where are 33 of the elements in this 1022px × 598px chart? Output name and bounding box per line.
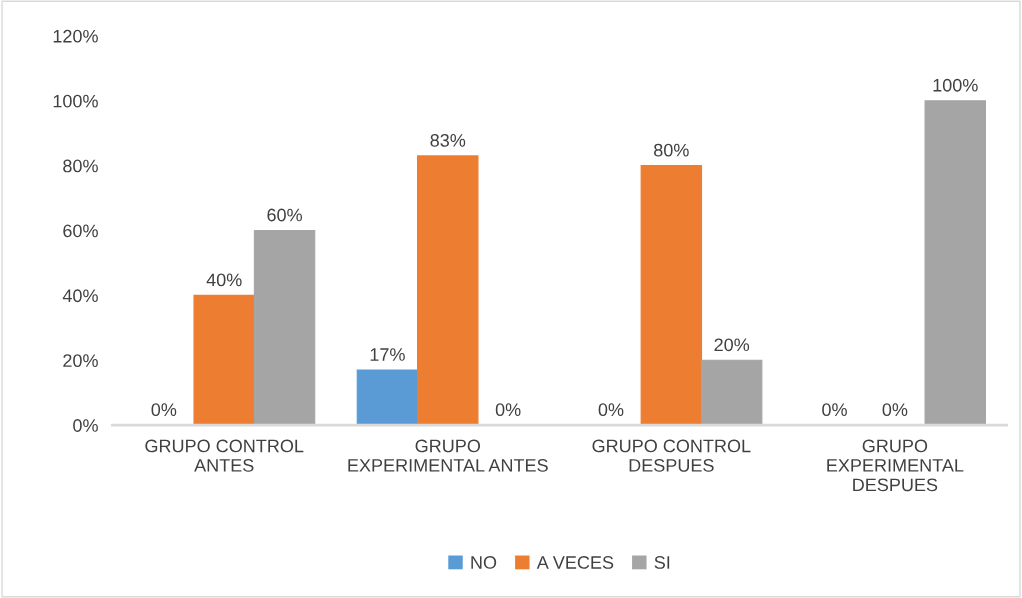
legend-label: SI: [654, 556, 670, 569]
bar: [417, 155, 479, 426]
y-tick-label: 40%: [62, 289, 98, 303]
data-label: 60%: [267, 208, 302, 222]
data-label: 0%: [495, 403, 521, 417]
x-tick-label: GRUPO CONTROL DESPUES: [592, 439, 751, 472]
data-label: 0%: [822, 403, 847, 417]
data-label: 80%: [654, 143, 689, 157]
x-tick-label: GRUPO CONTROL ANTES: [145, 439, 304, 472]
bar: [193, 294, 255, 426]
data-label: 0%: [598, 403, 624, 417]
x-tick-label: GRUPO EXPERIMENTAL ANTES: [348, 439, 548, 472]
bar: [924, 100, 986, 426]
data-label: 100%: [933, 78, 978, 92]
x-tick-label: GRUPO EXPERIMENTAL DESPUES: [827, 439, 964, 492]
bar: [356, 369, 419, 426]
data-label: 40%: [206, 273, 242, 287]
bar: [640, 165, 703, 426]
legend-label: A VECES: [536, 556, 614, 569]
data-label: 0%: [882, 403, 908, 417]
data-label: 17%: [370, 348, 405, 361]
y-tick-label: 100%: [53, 94, 98, 108]
y-tick-label: 120%: [53, 29, 98, 43]
y-tick-label: 80%: [63, 159, 98, 173]
bar: [253, 229, 316, 426]
data-label: 0%: [151, 403, 177, 417]
y-tick-label: 0%: [73, 419, 98, 432]
bar: [700, 359, 763, 426]
y-tick-label: 20%: [63, 354, 98, 368]
legend-label: NO: [471, 556, 497, 569]
data-label: 83%: [430, 134, 466, 147]
y-tick-label: 60%: [63, 224, 98, 238]
data-label: 20%: [714, 338, 750, 352]
